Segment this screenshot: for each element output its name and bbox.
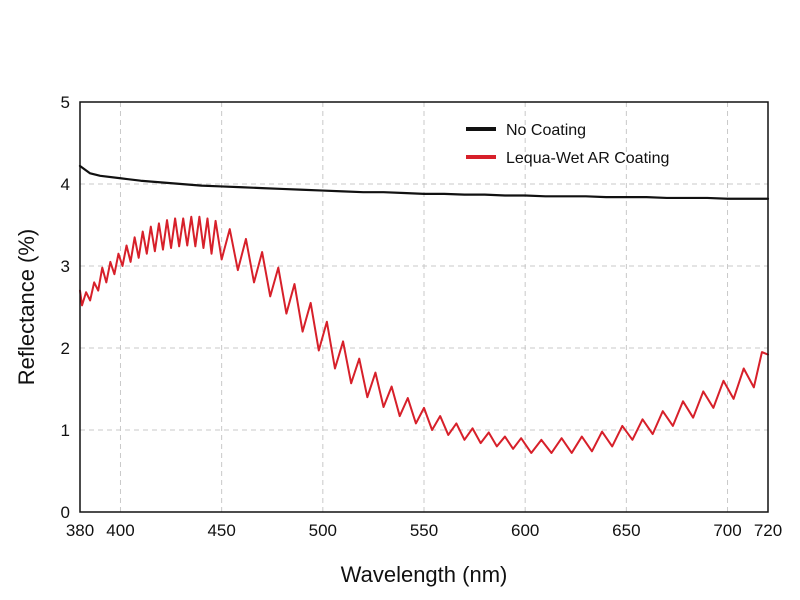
series-line-1 [79, 215, 769, 454]
y-tick-label: 2 [61, 339, 70, 358]
legend: No Coating Lequa-Wet AR Coating [466, 122, 669, 167]
x-tick-label: 650 [612, 521, 640, 540]
y-tick-label: 1 [61, 421, 70, 440]
y-tick-label: 4 [61, 175, 70, 194]
x-tick-label: 450 [207, 521, 235, 540]
plot-frame [79, 101, 769, 513]
x-tick-label: 720 [754, 521, 782, 540]
x-axis-title: Wavelength (nm) [341, 562, 508, 587]
gridlines [80, 102, 768, 512]
legend-label-no-coating: No Coating [506, 122, 586, 139]
x-tick-label: 550 [410, 521, 438, 540]
y-tick-label: 5 [61, 93, 70, 112]
y-axis-title: Reflectance (%) [14, 229, 39, 386]
y-tick-label: 3 [61, 257, 70, 276]
x-tick-label: 700 [713, 521, 741, 540]
x-tick-label: 400 [106, 521, 134, 540]
y-tick-label: 0 [61, 503, 70, 522]
series-line-0 [78, 164, 770, 200]
x-tick-label: 600 [511, 521, 539, 540]
legend-label-ar-coating: Lequa-Wet AR Coating [506, 150, 669, 167]
x-tick-label: 380 [66, 521, 94, 540]
x-tick-label: 500 [309, 521, 337, 540]
series-lines [78, 164, 770, 454]
tick-labels: 380 400 450 500 550 600 650 700 720 0 1 2 3 4 5 [61, 93, 783, 540]
